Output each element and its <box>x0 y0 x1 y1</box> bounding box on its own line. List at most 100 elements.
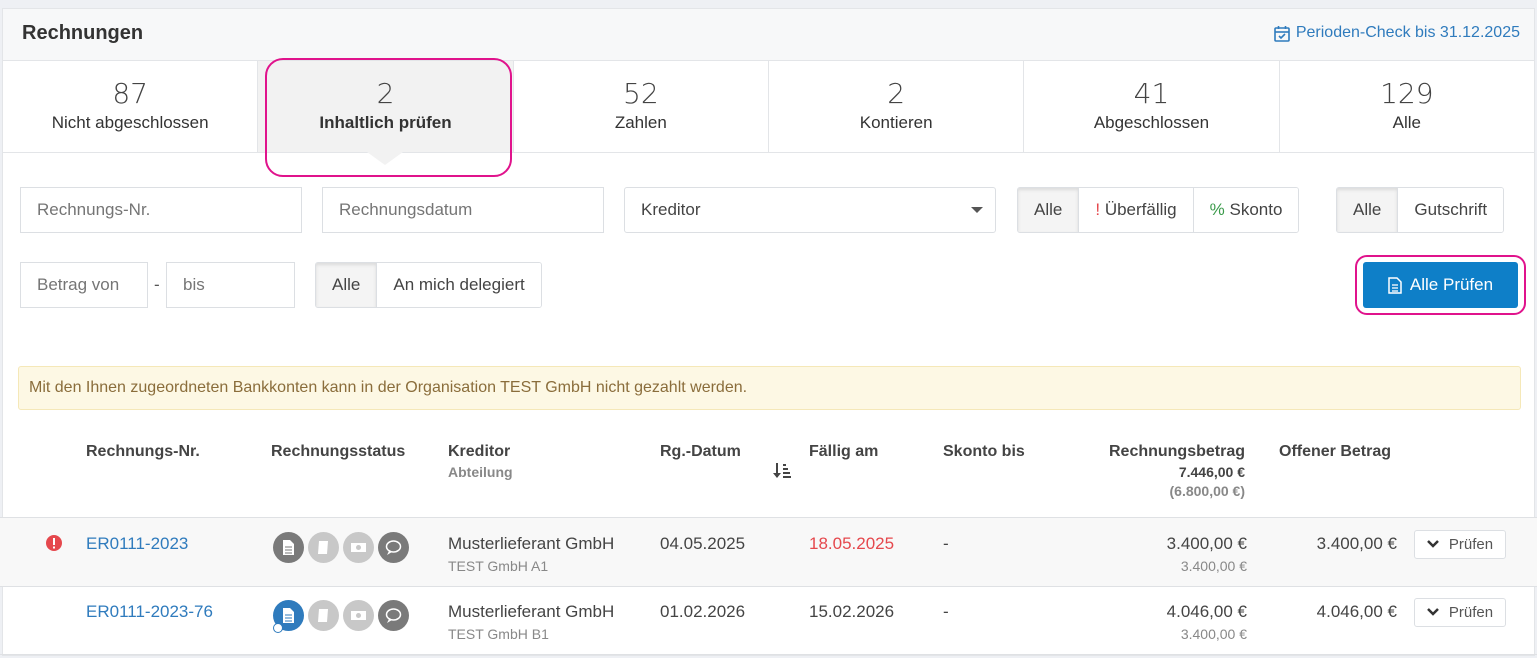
document-icon <box>1388 276 1402 294</box>
check-all-label: Alle Prüfen <box>1409 275 1494 294</box>
amount-from-input[interactable] <box>20 262 148 308</box>
col-department-label: Abteilung <box>448 464 513 480</box>
amount: 3.400,00 € <box>1166 534 1247 553</box>
discount-date: - <box>943 602 949 621</box>
amount-net-total: (6.800,00 €) <box>1169 483 1246 499</box>
period-check-label: Perioden-Check bis 31.12.2025 <box>1295 24 1520 41</box>
creditor-cell: Musterlieferant GmbH TEST GmbH A1 <box>448 534 614 574</box>
due-date: 15.02.2026 <box>809 602 895 621</box>
status-icons <box>273 532 413 563</box>
col-open-amount[interactable]: Offener Betrag <box>1279 443 1392 460</box>
col-discount[interactable]: Skonto bis <box>943 443 1025 460</box>
delegation-filter-group: Alle An mich delegiert <box>315 262 542 308</box>
tab-inhaltlich-pruefen[interactable]: 2 Inhaltlich prüfen <box>258 61 514 165</box>
tab-label: Alle <box>1392 113 1421 132</box>
exclamation-icon: ! <box>1095 200 1101 219</box>
period-check-link[interactable]: Perioden-Check bis 31.12.2025 <box>1274 24 1520 42</box>
due-date: 18.05.2025 <box>809 534 895 553</box>
creditor-select[interactable]: Kreditor <box>624 187 996 233</box>
panel-header: Rechnungen Perioden-Check bis 31.12.2025 <box>3 9 1534 61</box>
bank-account-alert: Mit den Ihnen zugeordneten Bankkonten ka… <box>18 366 1521 410</box>
tab-abgeschlossen[interactable]: 41 Abgeschlossen <box>1024 61 1280 152</box>
document-status-icon[interactable] <box>273 532 304 563</box>
discount-date: - <box>943 534 949 553</box>
tab-nicht-abgeschlossen[interactable]: 87 Nicht abgeschlossen <box>3 61 259 152</box>
open-amount: 3.400,00 € <box>1316 534 1397 553</box>
comment-status-icon[interactable] <box>378 532 409 563</box>
tab-count: 87 <box>112 77 148 110</box>
creditor-cell: Musterlieferant GmbH TEST GmbH B1 <box>448 602 614 642</box>
tab-label: Inhaltlich prüfen <box>319 113 452 132</box>
table-row: ER0111-2023 Musterlieferant GmbH TEST Gmb… <box>0 517 1537 586</box>
type-filter-credit-note[interactable]: Gutschrift <box>1398 188 1504 232</box>
amount-to-input[interactable] <box>166 262 295 308</box>
due-filter-all[interactable]: Alle <box>1018 188 1080 232</box>
tab-count: 2 <box>887 77 906 110</box>
amount-net: 3.400,00 € <box>1180 558 1247 574</box>
check-dropdown-button[interactable]: Prüfen <box>1414 530 1506 559</box>
col-creditor[interactable]: Kreditor Abteilung <box>448 443 513 480</box>
warning-icon <box>46 535 62 551</box>
department-name: TEST GmbH A1 <box>448 558 549 574</box>
tab-zahlen[interactable]: 52 Zahlen <box>514 61 769 152</box>
invoice-date: 04.05.2025 <box>660 534 746 553</box>
discount-label: Skonto <box>1229 200 1283 219</box>
money-status-icon[interactable] <box>343 600 374 631</box>
amount-cell: 4.046,00 € 3.400,00 € <box>1167 602 1247 642</box>
invoice-date: 01.02.2026 <box>660 602 746 621</box>
money-status-icon[interactable] <box>343 532 374 563</box>
tab-count: 2 <box>376 77 395 110</box>
delegation-filter-mine[interactable]: An mich delegiert <box>377 263 541 307</box>
tab-kontieren[interactable]: 2 Kontieren <box>769 61 1025 152</box>
tab-alle[interactable]: 129 Alle <box>1280 61 1534 152</box>
col-due[interactable]: Fällig am <box>809 443 879 460</box>
due-filter-overdue[interactable]: ! Überfällig <box>1079 188 1194 232</box>
type-filter-all[interactable]: Alle <box>1337 188 1399 232</box>
invoice-date-input[interactable] <box>322 187 604 233</box>
check-dropdown-button[interactable]: Prüfen <box>1414 598 1506 627</box>
col-date[interactable]: Rg.-Datum <box>660 443 741 460</box>
due-filter-discount[interactable]: % Skonto <box>1193 188 1299 232</box>
overdue-label: Überfällig <box>1104 200 1177 219</box>
caret-down-icon <box>971 207 983 213</box>
user-icon <box>273 623 283 633</box>
due-filter-group: Alle ! Überfällig % Skonto <box>1017 187 1300 233</box>
delegation-filter-all[interactable]: Alle <box>316 263 378 307</box>
status-icons <box>273 600 413 633</box>
amount-range-separator: - <box>154 275 160 294</box>
invoice-link[interactable]: ER0111-2023 <box>86 534 189 553</box>
check-label: Prüfen <box>1448 604 1494 621</box>
open-amount: 4.046,00 € <box>1316 602 1397 621</box>
amount-total: 7.446,00 € <box>1178 464 1245 480</box>
invoice-number-input[interactable] <box>20 187 302 233</box>
col-amount[interactable]: Rechnungsbetrag 7.446,00 € (6.800,00 €) <box>1109 443 1245 499</box>
page-title: Rechnungen <box>22 22 144 44</box>
status-tabs: 87 Nicht abgeschlossen 2 Inhaltlich prüfen… <box>3 61 1534 165</box>
comment-status-icon[interactable] <box>378 600 409 631</box>
book-status-icon[interactable] <box>308 600 339 631</box>
col-status[interactable]: Rechnungsstatus <box>271 443 406 460</box>
chevron-down-icon <box>1427 540 1439 548</box>
document-delegated-status-icon[interactable] <box>273 600 304 633</box>
amount-cell: 3.400,00 € 3.400,00 € <box>1167 534 1247 574</box>
tab-count: 41 <box>1133 77 1170 110</box>
type-filter-group: Alle Gutschrift <box>1336 187 1505 233</box>
amount: 4.046,00 € <box>1166 602 1247 621</box>
tab-label: Abgeschlossen <box>1093 113 1210 132</box>
calendar-check-icon <box>1274 25 1290 42</box>
amount-net: 3.400,00 € <box>1180 626 1247 642</box>
check-all-button[interactable]: Alle Prüfen <box>1363 262 1518 308</box>
department-name: TEST GmbH B1 <box>448 626 549 642</box>
percent-icon: % <box>1209 200 1225 219</box>
invoice-link[interactable]: ER0111-2023-76 <box>86 602 213 621</box>
tab-label: Kontieren <box>859 113 933 132</box>
creditor-name: Musterlieferant GmbH <box>448 534 615 553</box>
col-creditor-label: Kreditor <box>448 443 511 460</box>
sort-desc-icon[interactable] <box>773 461 791 479</box>
creditor-name: Musterlieferant GmbH <box>448 602 615 621</box>
col-amount-label: Rechnungsbetrag <box>1108 443 1245 460</box>
tab-count: 52 <box>623 77 659 110</box>
col-invoice-no[interactable]: Rechnungs-Nr. <box>86 443 200 460</box>
book-status-icon[interactable] <box>308 532 339 563</box>
creditor-select-value: Kreditor <box>641 200 701 219</box>
